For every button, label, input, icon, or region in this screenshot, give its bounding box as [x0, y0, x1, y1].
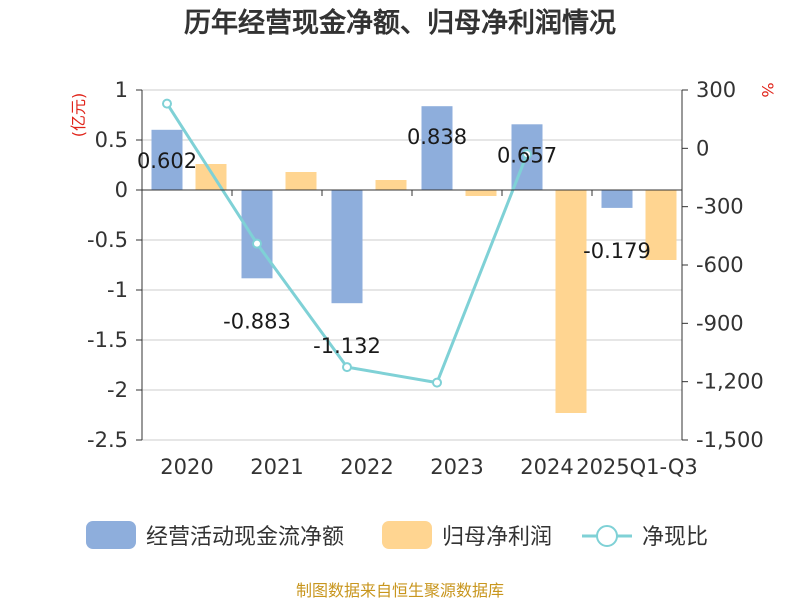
right-tick-label: -300: [696, 195, 744, 219]
right-tick-label: 0: [696, 136, 709, 160]
source-note: 制图数据来自恒生聚源数据库: [296, 581, 504, 600]
bar-cashflow: [151, 129, 183, 190]
bar-netprofit: [285, 172, 317, 190]
left-axis: 1 0.5 0 -0.5 -1 -1.5 -2 -2.5 (亿元): [69, 78, 143, 452]
right-axis: 300 0 -300 -600 -900 -1,200 -1,500%: [681, 78, 777, 452]
cashflow-data-label: 0.602: [137, 149, 197, 173]
bar-netprofit: [555, 190, 587, 413]
cashflow-data-label: 0.838: [407, 125, 467, 149]
ratio-point: [432, 377, 442, 388]
ratio-point: [162, 98, 172, 109]
ratio-point: [522, 149, 532, 160]
bar-netprofit: [465, 190, 497, 196]
bar-netprofit: [645, 190, 677, 260]
legend-swatch-netprofit: [382, 521, 432, 549]
bar-cashflow: [421, 106, 453, 190]
cashflow-data-label: -1.132: [313, 334, 381, 358]
bar-netprofit: [195, 164, 227, 190]
legend-label-cashflow: 经营活动现金流净额: [146, 525, 344, 550]
legend-label-ratio: 净现比: [642, 525, 708, 550]
x-axis: 2020 2021 2022 2023 2024 2025Q1-Q3: [141, 189, 698, 479]
right-tick-label: 300: [696, 78, 736, 102]
legend: 经营活动现金流净额 归母净利润 净现比: [86, 521, 708, 550]
left-tick-label: 1: [115, 78, 128, 102]
legend-swatch-cashflow: [86, 521, 136, 549]
x-tick-label: 2024: [520, 455, 573, 479]
legend-label-netprofit: 归母净利润: [442, 525, 552, 550]
right-tick-label: -1,500: [696, 428, 764, 452]
x-tick-label: 2023: [430, 455, 483, 479]
left-tick-label: -1: [107, 278, 128, 302]
left-axis-unit: (亿元): [69, 93, 88, 138]
ratio-point: [252, 238, 262, 249]
left-tick-label: -2.5: [87, 428, 128, 452]
x-tick-label: 2022: [340, 455, 393, 479]
bar-cashflow: [241, 190, 273, 279]
right-tick-label: -900: [696, 311, 744, 335]
left-tick-label: -1.5: [87, 328, 128, 352]
left-tick-label: -0.5: [87, 228, 128, 252]
bar-cashflow: [331, 190, 363, 304]
left-tick-label: 0: [115, 178, 128, 202]
right-tick-label: -1,200: [696, 370, 764, 394]
legend-marker-ratio: [596, 525, 618, 547]
bar-cashflow: [601, 190, 633, 208]
cashflow-data-label: 0.657: [497, 143, 557, 167]
left-tick-label: -2: [107, 378, 128, 402]
ratio-point: [342, 362, 352, 373]
x-tick-label: 2020: [160, 455, 213, 479]
bar-netprofit: [375, 180, 407, 190]
ratio-line: [162, 98, 532, 388]
chart-title: 历年经营现金净额、归母净利润情况: [184, 7, 616, 39]
data-labels: 0.602 -0.883 -1.132 0.838 0.657 -0.179: [137, 125, 651, 358]
cashflow-data-label: -0.179: [583, 239, 651, 263]
x-tick-label: 2021: [250, 455, 303, 479]
right-tick-label: -600: [696, 253, 744, 277]
right-axis-unit: %: [758, 82, 777, 97]
cashflow-data-label: -0.883: [223, 309, 291, 333]
x-tick-label: 2025Q1-Q3: [576, 455, 698, 479]
left-tick-label: 0.5: [95, 128, 128, 152]
